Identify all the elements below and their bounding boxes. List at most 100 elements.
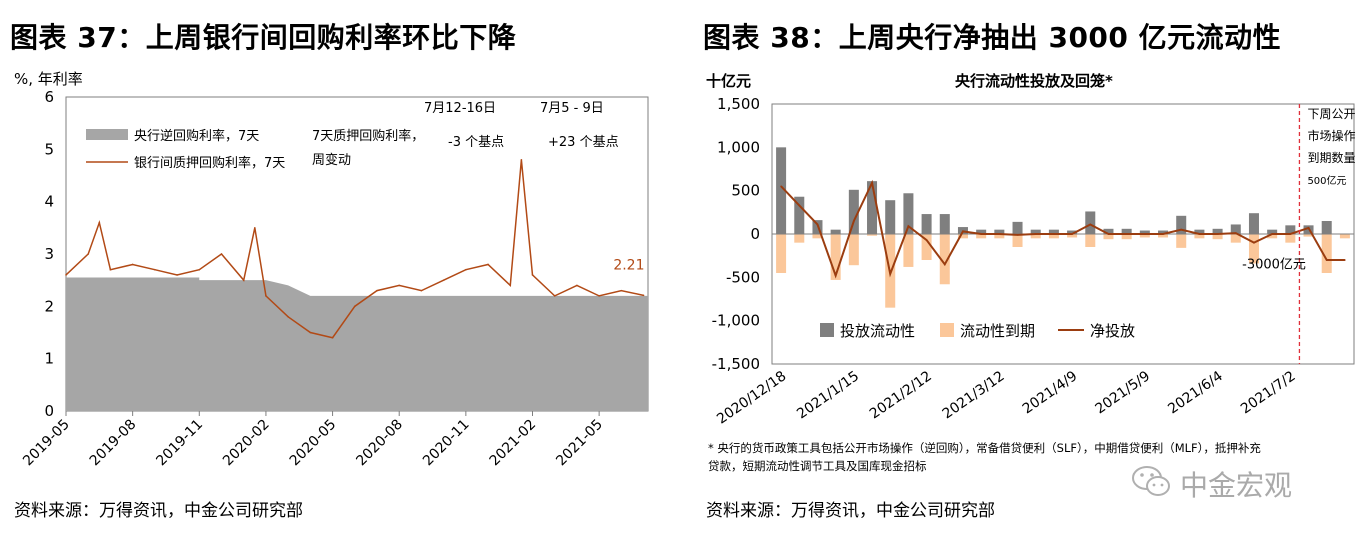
legend-label-net: 净投放	[1090, 322, 1135, 340]
interbank-repo-point	[331, 336, 334, 339]
interbank-repo-spike	[98, 221, 101, 224]
inject-bar	[921, 214, 932, 234]
net-injection-point	[798, 204, 801, 207]
legend-label-mature: 流动性到期	[960, 322, 1035, 340]
annotation-row-label: 7天质押回购利率，	[312, 128, 424, 144]
left-y-tick: 5	[44, 140, 54, 158]
net-injection-point	[816, 223, 819, 226]
interbank-repo-point	[309, 331, 312, 334]
interbank-repo-point	[376, 289, 378, 292]
net-injection-point	[1053, 233, 1055, 235]
interbank-repo-point	[398, 284, 401, 287]
inject-bar	[830, 229, 841, 234]
interbank-repo-point	[154, 268, 156, 271]
net-injection-point	[780, 185, 782, 188]
right-x-tick: 2021/6/4	[1165, 368, 1226, 417]
interbank-repo-point	[353, 305, 356, 308]
mature-bar	[1048, 234, 1059, 239]
left-x-tick: 2019-11	[153, 417, 206, 470]
net-injection-point	[1071, 233, 1073, 235]
mature-bar	[903, 234, 914, 267]
mature-bar	[1248, 234, 1259, 264]
mature-bar	[1230, 234, 1241, 243]
net-injection-point	[1125, 233, 1128, 235]
interbank-repo-point	[620, 289, 623, 292]
mature-bar	[921, 234, 932, 260]
net-injection-point	[1289, 233, 1292, 235]
net-injection-point	[980, 233, 982, 235]
inject-bar	[1085, 211, 1096, 234]
net-injection-point	[1344, 259, 1346, 261]
watermark-text: 中金宏观	[1180, 469, 1293, 502]
mature-bar	[957, 234, 968, 239]
mature-bar	[1339, 234, 1350, 239]
side-note-line: 下周公开	[1307, 107, 1355, 121]
mature-bar	[939, 234, 950, 285]
left-x-tick: 2020-02	[220, 417, 273, 470]
mature-bar	[1194, 234, 1205, 239]
mature-bar	[1158, 234, 1169, 238]
right-y-tick: 500	[731, 182, 760, 200]
left-x-tick: 2021-02	[487, 417, 540, 470]
interbank-repo-point	[109, 268, 112, 271]
interbank-repo-point	[487, 263, 489, 266]
interbank-repo-point	[87, 253, 90, 255]
interbank-repo-point	[65, 274, 67, 276]
watermark: 中金宏观	[1130, 462, 1330, 502]
right-chart: -1,500 -1,000 -500 0 500 1,000 1,500 2020/12/18…	[712, 95, 1356, 428]
inject-bar	[1121, 228, 1132, 234]
inject-bar	[867, 181, 878, 234]
inject-bar	[939, 214, 950, 234]
annotation-row-label-2: 周变动	[312, 152, 351, 168]
net-injection-point	[871, 182, 873, 184]
right-y-tick: -500	[726, 268, 760, 286]
right-y-tick: 0	[750, 225, 760, 243]
net-injection-point	[998, 233, 1001, 235]
side-note-line: 到期数量	[1307, 150, 1355, 165]
last-value-label: 2.21	[613, 257, 644, 273]
right-x-tick: 2021/1/15	[794, 368, 862, 422]
mature-bar	[1030, 234, 1041, 239]
inject-bar	[1212, 228, 1223, 234]
mature-bar	[1012, 234, 1023, 247]
inject-bar	[1158, 230, 1169, 234]
mature-bar	[867, 234, 878, 236]
legend-swatch-reverse-repo	[86, 129, 128, 140]
net-injection-point	[962, 230, 964, 233]
side-note-line: 500亿元	[1307, 174, 1346, 187]
right-y-tick: -1,000	[712, 312, 760, 330]
right-y-tick: 1,500	[717, 95, 760, 113]
mature-bar	[812, 234, 823, 239]
inject-bar	[885, 200, 896, 234]
net-injection-point	[1089, 223, 1092, 226]
inject-bar	[776, 147, 787, 234]
net-injection-point	[1216, 233, 1219, 235]
left-y-tick: 1	[44, 350, 54, 368]
interbank-repo-line	[65, 159, 644, 339]
net-injection-point	[1162, 233, 1164, 235]
right-source: 资料来源：万得资讯，中金公司研究部	[706, 501, 995, 521]
mature-bar	[1285, 234, 1296, 243]
inject-bar	[1048, 229, 1059, 234]
right-chart-title: 央行流动性投放及回笼*	[955, 72, 1113, 90]
interbank-repo-point	[198, 268, 201, 271]
left-y-tick: 6	[44, 88, 54, 106]
annotation-value-week1: -3 个基点	[448, 135, 504, 150]
left-panel-title: 图表 37：上周银行间回购利率环比下降	[10, 21, 517, 54]
left-chart: 0 1 2 3 4 5 6 2019-05 2019-08 2019-11 2020-02 2020-…	[20, 88, 649, 470]
net-injection-point	[1325, 259, 1328, 261]
net-injection-point	[889, 273, 892, 275]
mature-bar	[794, 234, 805, 243]
interbank-repo-point	[576, 284, 578, 287]
net-injection-point	[1198, 233, 1201, 235]
inject-bar	[1321, 221, 1332, 234]
mature-bar	[1212, 234, 1223, 240]
inject-bar	[1230, 224, 1241, 234]
right-footnote-1: * 央行的货币政策工具包括公开市场操作（逆回购），常备借贷便利（SLF），中期借…	[708, 441, 1261, 455]
reverse-repo-area	[66, 277, 648, 411]
mature-bar	[1303, 234, 1314, 237]
interbank-repo-point	[553, 295, 556, 297]
left-source: 资料来源：万得资讯，中金公司研究部	[14, 501, 303, 521]
net-injection-point	[1271, 233, 1273, 235]
right-x-tick: 2021/3/12	[940, 368, 1008, 422]
